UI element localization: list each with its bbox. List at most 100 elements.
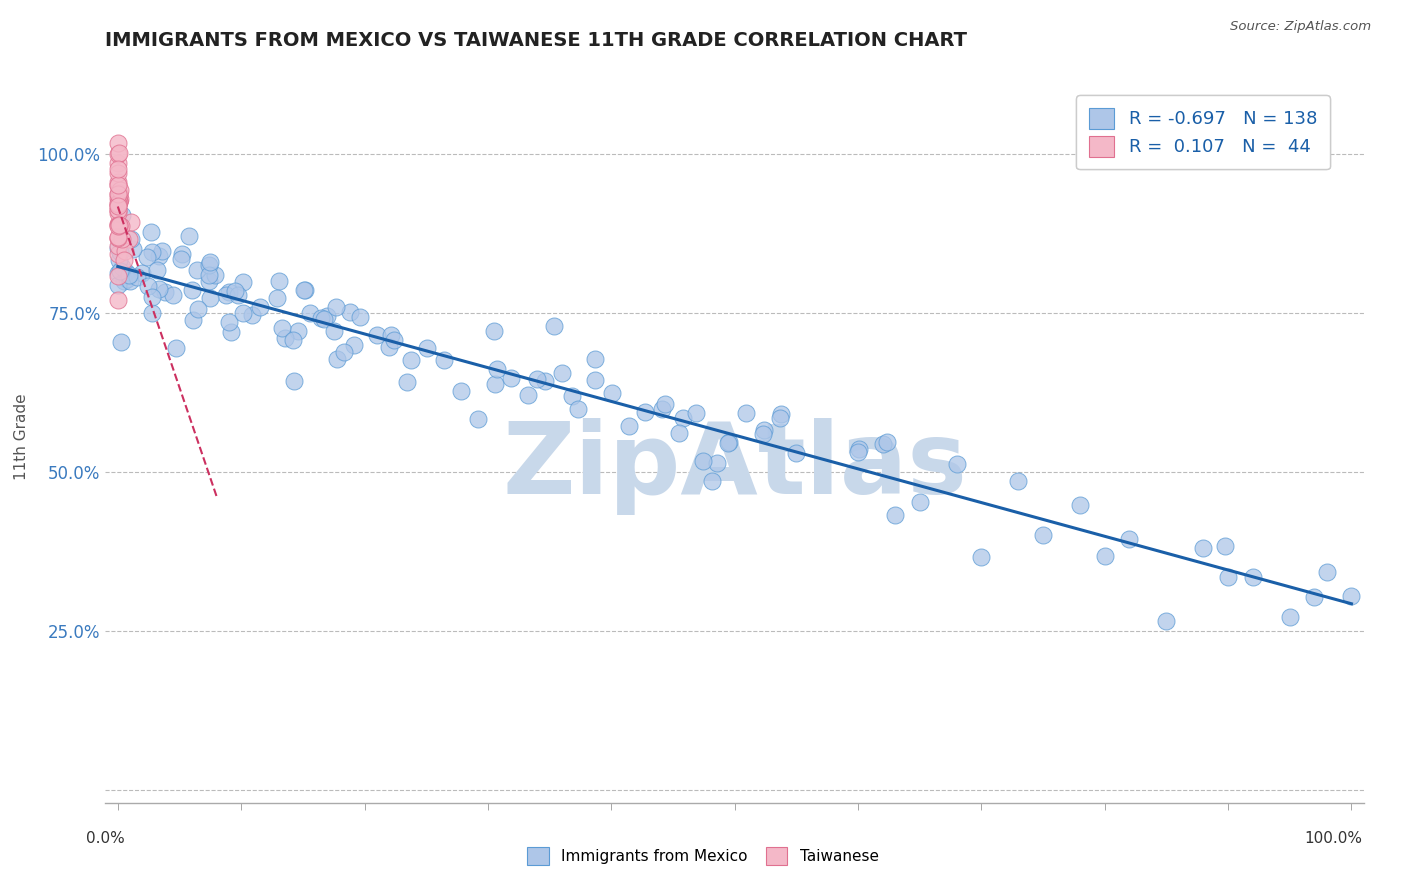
Point: [108, 219, 131, 234]
Point: [136, 279, 159, 293]
Point: [141, 305, 163, 319]
Point: [846, 445, 869, 459]
Point: [232, 275, 254, 289]
Point: [654, 397, 676, 411]
Point: [339, 305, 361, 319]
Point: [970, 549, 993, 564]
Point: [692, 454, 714, 468]
Point: [785, 446, 807, 460]
Point: [1303, 590, 1326, 604]
Point: [218, 316, 240, 330]
Point: [107, 162, 129, 177]
Point: [617, 418, 640, 433]
Point: [107, 178, 129, 193]
Point: [107, 206, 129, 220]
Point: [200, 291, 222, 305]
Point: [107, 218, 129, 232]
Point: [115, 272, 138, 286]
Point: [150, 244, 173, 258]
Point: [377, 340, 399, 354]
Point: [380, 328, 402, 343]
Point: [215, 288, 238, 302]
Point: [1032, 528, 1054, 542]
Point: [672, 411, 695, 425]
Point: [108, 195, 131, 210]
Point: [768, 410, 790, 425]
Point: [1215, 540, 1237, 554]
Point: [382, 334, 405, 348]
Point: [501, 371, 523, 385]
Point: [107, 269, 129, 284]
Point: [266, 291, 288, 305]
Point: [121, 242, 143, 256]
Point: [131, 266, 153, 280]
Point: [107, 186, 129, 201]
Point: [108, 253, 131, 268]
Point: [141, 244, 163, 259]
Point: [136, 250, 159, 264]
Point: [107, 217, 129, 231]
Text: 100.0%: 100.0%: [1303, 831, 1362, 846]
Point: [717, 436, 740, 450]
Point: [326, 351, 349, 366]
Text: ZipAtlas: ZipAtlas: [502, 417, 967, 515]
Point: [735, 406, 758, 420]
Point: [416, 341, 439, 355]
Point: [114, 244, 136, 259]
Point: [482, 324, 505, 338]
Point: [198, 255, 221, 269]
Point: [600, 386, 623, 401]
Point: [685, 406, 707, 420]
Point: [107, 186, 129, 201]
Point: [349, 310, 371, 325]
Point: [114, 253, 136, 268]
Text: IMMIGRANTS FROM MEXICO VS TAIWANESE 11TH GRADE CORRELATION CHART: IMMIGRANTS FROM MEXICO VS TAIWANESE 11TH…: [105, 31, 967, 50]
Point: [1156, 614, 1178, 628]
Point: [107, 241, 129, 255]
Point: [299, 306, 322, 320]
Point: [155, 285, 177, 299]
Point: [283, 375, 305, 389]
Point: [108, 146, 131, 161]
Point: [108, 194, 131, 209]
Point: [115, 265, 138, 279]
Point: [107, 175, 129, 189]
Point: [908, 495, 931, 509]
Point: [162, 288, 184, 302]
Point: [107, 199, 129, 213]
Point: [107, 266, 129, 280]
Point: [218, 285, 240, 299]
Point: [127, 270, 149, 285]
Point: [107, 191, 129, 205]
Point: [567, 402, 589, 417]
Point: [107, 202, 129, 217]
Point: [450, 384, 472, 399]
Point: [219, 325, 242, 339]
Point: [561, 389, 583, 403]
Point: [325, 300, 347, 314]
Point: [517, 388, 540, 402]
Point: [110, 219, 132, 234]
Point: [146, 263, 169, 277]
Point: [872, 436, 894, 450]
Point: [395, 375, 418, 389]
Point: [1069, 498, 1091, 512]
Point: [271, 320, 294, 334]
Point: [1007, 474, 1029, 488]
Point: [366, 328, 388, 343]
Point: [180, 283, 202, 297]
Point: [1094, 549, 1116, 563]
Point: [120, 274, 142, 288]
Point: [107, 194, 129, 209]
Point: [315, 309, 337, 323]
Point: [1216, 569, 1239, 583]
Point: [204, 268, 226, 282]
Legend: Immigrants from Mexico, Taiwanese: Immigrants from Mexico, Taiwanese: [522, 841, 884, 871]
Point: [110, 232, 132, 246]
Point: [399, 352, 422, 367]
Point: [1278, 610, 1301, 624]
Point: [550, 366, 572, 380]
Point: [752, 423, 775, 437]
Point: [108, 186, 131, 200]
Point: [651, 401, 673, 416]
